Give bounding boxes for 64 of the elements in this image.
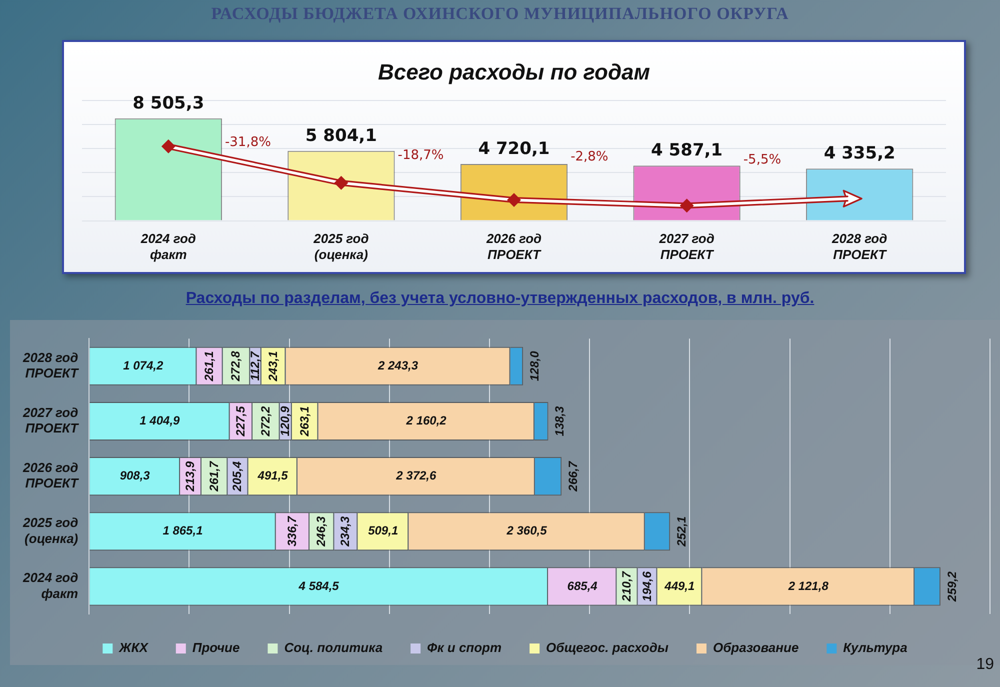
data-label: 2 360,5	[506, 524, 548, 538]
data-label: 8 505,3	[132, 93, 204, 114]
data-label: 4 335,2	[824, 144, 896, 164]
annotation: -31,8%	[224, 134, 271, 150]
data-label: 112,7	[248, 350, 262, 381]
x-tick-label: 2026 год ПРОЕКТ	[485, 231, 542, 262]
data-label: 509,1	[368, 524, 398, 538]
data-label: 449,1	[664, 578, 696, 593]
legend-label: Культура	[843, 640, 908, 656]
data-label: 2 372,6	[395, 468, 436, 483]
chart-title: Расходы по разделам, без учета условно-утвержденных расходов, в млн. руб.	[184, 290, 816, 308]
legend-label: Общегос. расходы	[546, 640, 669, 656]
data-label: 2 121,8	[787, 578, 829, 593]
annotation: -5,5%	[743, 152, 782, 168]
data-label: 128,0	[527, 350, 542, 382]
data-label: 138,3	[552, 406, 567, 436]
data-label: 4 720,1	[478, 138, 550, 159]
x-tick-label: 2025 год (оценка)	[312, 231, 369, 262]
chart-subtitle: Всего расходы по годам	[378, 59, 650, 84]
data-label: 336,7	[284, 515, 299, 546]
y-tick-label: 2028 год ПРОЕКТ	[22, 350, 80, 381]
data-label: 252,1	[674, 516, 688, 548]
data-label: 491,5	[256, 468, 288, 483]
data-label: 2 160,2	[405, 414, 447, 428]
data-label: 120,9	[278, 406, 292, 436]
annotation: -2,8%	[570, 149, 608, 164]
data-label: 4 587,1	[651, 140, 723, 160]
data-label: 4 584,5	[298, 578, 340, 593]
data-label: 259,2	[944, 571, 959, 602]
data-label: 210,7	[619, 570, 634, 602]
data-label: 205,4	[230, 460, 244, 492]
data-label: 5 804,1	[305, 126, 377, 146]
data-label: 908,3	[120, 468, 150, 483]
data-label: 261,7	[206, 460, 221, 492]
data-label: 213,9	[183, 460, 198, 492]
data-label: 227,5	[233, 406, 248, 438]
legend-label: ЖКХ	[118, 640, 150, 656]
x-tick-label: 2028 год ПРОЕКТ	[831, 231, 888, 262]
x-tick-label: 2024 год факт	[140, 231, 196, 262]
data-label: 2 243,3	[376, 358, 418, 372]
data-label: 261,1	[202, 350, 216, 382]
data-label: 1 865,1	[162, 524, 204, 538]
data-label: 1 074,2	[123, 358, 164, 372]
y-tick-label: 2024 год факт	[22, 570, 79, 601]
annotation: -18,7%	[398, 148, 444, 163]
x-tick-label: 2027 год ПРОЕКТ	[658, 231, 714, 262]
y-tick-label: 2025 год (оценка)	[22, 515, 78, 546]
data-label: 685,4	[567, 578, 598, 593]
data-label: 272,8	[228, 350, 243, 382]
legend-label: Прочие	[192, 640, 240, 656]
data-label: 272,2	[258, 406, 272, 438]
data-label: 243,1	[266, 350, 280, 382]
legend-label: Фк и спорт	[427, 640, 502, 656]
legend-label: Соц. политика	[284, 640, 383, 656]
text: 19	[976, 656, 994, 674]
y-tick-label: 2027 год ПРОЕКТ	[22, 405, 80, 436]
data-label: 194,6	[640, 571, 654, 602]
data-label: 234,3	[338, 516, 352, 548]
data-label: 1 404,9	[140, 414, 180, 428]
data-label: 263,1	[297, 406, 312, 438]
legend-label: Образование	[713, 640, 799, 656]
data-label: 266,7	[566, 460, 580, 492]
data-label: 246,3	[314, 516, 328, 548]
y-tick-label: 2026 год ПРОЕКТ	[22, 460, 80, 491]
